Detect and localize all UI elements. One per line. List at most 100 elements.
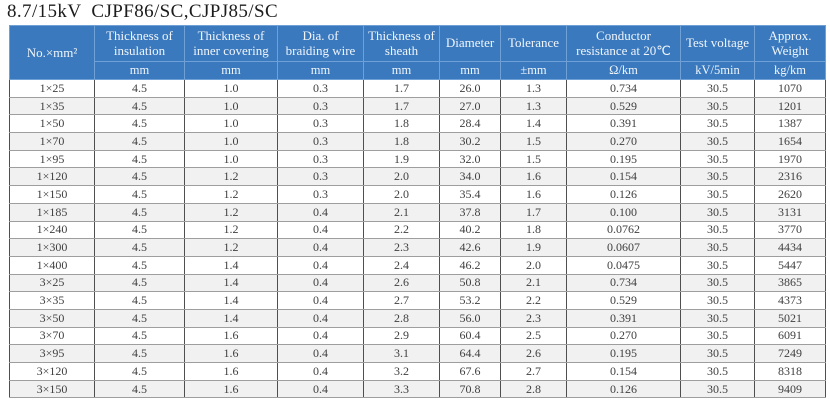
spec-size-cell: 1×150 (9, 185, 95, 204)
spec-value-cell: 1.2 (184, 220, 278, 240)
spec-value-cell: 30.5 (680, 185, 755, 204)
spec-value-cell: 30.2 (439, 132, 501, 151)
spec-value-cell: 1.2 (184, 202, 278, 222)
spec-value-cell: 4.5 (94, 255, 185, 275)
column-header: Approx. Weight (754, 25, 826, 62)
table-row: 1×185 4.5 1.2 0.4 2.1 37.8 1.7 0.100 30.5 3131 (9, 202, 826, 222)
spec-value-cell: 30.5 (680, 238, 755, 257)
spec-value-cell: 1.4 (500, 114, 567, 134)
spec-value-cell: 37.8 (439, 202, 501, 222)
spec-value-cell: 1.2 (184, 185, 278, 204)
spec-value-cell: 64.4 (439, 344, 501, 363)
spec-value-cell: 56.0 (439, 308, 501, 328)
spec-value-cell: 1.5 (500, 149, 567, 169)
table-row: 3×120 4.5 1.6 0.4 3.2 67.6 2.7 0.154 30.5 8318 (9, 362, 826, 381)
spec-size-cell: 1×95 (9, 149, 95, 169)
table-row: 3×50 4.5 1.4 0.4 2.8 56.0 2.3 0.391 30.5 5021 (9, 308, 826, 328)
column-header: Test voltage (680, 25, 755, 62)
column-header-no-mm2: No.×mm² (9, 25, 95, 80)
spec-value-cell: 5447 (754, 255, 826, 275)
spec-value-cell: 0.3 (277, 185, 364, 204)
spec-value-cell: 9409 (754, 379, 826, 399)
spec-value-cell: 1.7 (363, 96, 440, 116)
spec-value-cell: 2.9 (363, 326, 440, 346)
spec-value-cell: 0.270 (566, 326, 681, 346)
table-row: 1×240 4.5 1.2 0.4 2.2 40.2 1.8 0.0762 30.5 3770 (9, 220, 826, 240)
column-header: Diameter (439, 25, 501, 62)
spec-value-cell: 7249 (754, 344, 826, 363)
spec-value-cell: 0.100 (566, 202, 681, 222)
spec-value-cell: 1.6 (184, 379, 278, 399)
spec-value-cell: 1.9 (363, 149, 440, 169)
spec-value-cell: 2.8 (363, 308, 440, 328)
spec-value-cell: 2.2 (500, 291, 567, 310)
spec-value-cell: 1.3 (500, 96, 567, 116)
spec-size-cell: 3×25 (9, 273, 95, 293)
spec-value-cell: 6091 (754, 326, 826, 346)
spec-value-cell: 2.1 (363, 202, 440, 222)
spec-value-cell: 4.5 (94, 291, 185, 310)
spec-value-cell: 2.0 (363, 167, 440, 187)
spec-value-cell: 0.4 (277, 238, 364, 257)
spec-value-cell: 1.7 (500, 202, 567, 222)
spec-value-cell: 1.6 (184, 344, 278, 363)
table-row: 1×400 4.5 1.4 0.4 2.4 46.2 2.0 0.0475 30.5 5447 (9, 255, 826, 275)
spec-value-cell: 30.5 (680, 273, 755, 293)
column-unit: mm (277, 61, 364, 80)
spec-value-cell: 2.4 (363, 255, 440, 275)
column-header: Thickness of insulation (94, 25, 185, 62)
table-row: 3×70 4.5 1.6 0.4 2.9 60.4 2.5 0.270 30.5 6091 (9, 326, 826, 346)
spec-value-cell: 1.0 (184, 132, 278, 151)
spec-value-cell: 4.5 (94, 326, 185, 346)
spec-value-cell: 0.195 (566, 149, 681, 169)
table-row: 1×25 4.5 1.0 0.3 1.7 26.0 1.3 0.734 30.5 1070 (9, 79, 826, 98)
spec-value-cell: 0.126 (566, 379, 681, 399)
spec-value-cell: 30.5 (680, 291, 755, 310)
spec-value-cell: 4.5 (94, 273, 185, 293)
spec-value-cell: 0.4 (277, 308, 364, 328)
spec-value-cell: 2.7 (363, 291, 440, 310)
spec-value-cell: 0.3 (277, 149, 364, 169)
spec-value-cell: 70.8 (439, 379, 501, 399)
spec-size-cell: 3×35 (9, 291, 95, 310)
column-header: Tolerance (500, 25, 567, 62)
spec-value-cell: 1.4 (184, 308, 278, 328)
spec-value-cell: 0.4 (277, 362, 364, 381)
spec-value-cell: 1.8 (500, 220, 567, 240)
spec-value-cell: 0.0607 (566, 238, 681, 257)
table-row: 1×50 4.5 1.0 0.3 1.8 28.4 1.4 0.391 30.5 1387 (9, 114, 826, 134)
spec-value-cell: 30.5 (680, 344, 755, 363)
spec-value-cell: 0.4 (277, 291, 364, 310)
spec-value-cell: 2.7 (500, 362, 567, 381)
spec-size-cell: 1×70 (9, 132, 95, 151)
spec-value-cell: 0.4 (277, 220, 364, 240)
spec-value-cell: 26.0 (439, 79, 501, 98)
table-header: No.×mm² Thickness of insulation Thickness … (9, 25, 826, 80)
spec-size-cell: 1×240 (9, 220, 95, 240)
spec-value-cell: 1.6 (184, 362, 278, 381)
spec-value-cell: 40.2 (439, 220, 501, 240)
column-header: Thickness of inner covering (184, 25, 278, 62)
spec-value-cell: 4.5 (94, 344, 185, 363)
spec-value-cell: 0.4 (277, 202, 364, 222)
spec-value-cell: 0.529 (566, 291, 681, 310)
spec-value-cell: 8318 (754, 362, 826, 381)
spec-value-cell: 0.391 (566, 114, 681, 134)
spec-value-cell: 2.2 (363, 220, 440, 240)
spec-value-cell: 4.5 (94, 202, 185, 222)
spec-value-cell: 0.734 (566, 79, 681, 98)
column-unit: mm (439, 61, 501, 80)
spec-value-cell: 1.2 (184, 167, 278, 187)
spec-value-cell: 2.8 (500, 379, 567, 399)
column-unit: mm (94, 61, 185, 80)
spec-value-cell: 4.5 (94, 132, 185, 151)
table-row: 1×95 4.5 1.0 0.3 1.9 32.0 1.5 0.195 30.5 1970 (9, 149, 826, 169)
spec-value-cell: 1.0 (184, 79, 278, 98)
spec-value-cell: 1.6 (500, 185, 567, 204)
column-unit: kV/5min (680, 61, 755, 80)
spec-value-cell: 0.3 (277, 96, 364, 116)
spec-value-cell: 30.5 (680, 79, 755, 98)
spec-value-cell: 0.154 (566, 362, 681, 381)
spec-value-cell: 1.6 (500, 167, 567, 187)
spec-value-cell: 1.8 (363, 114, 440, 134)
